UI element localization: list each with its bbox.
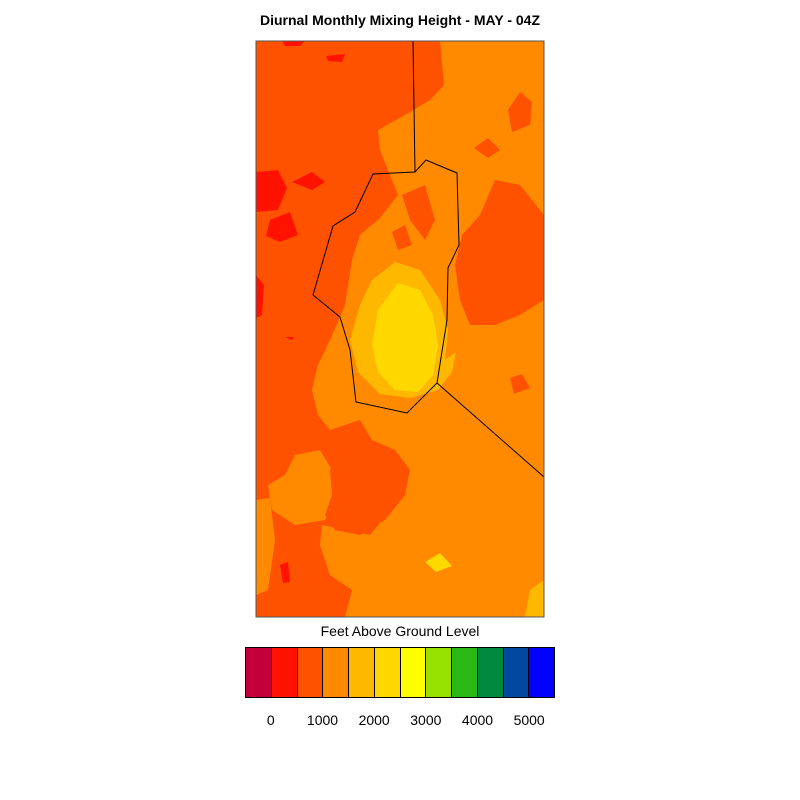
legend-swatch: [477, 648, 504, 697]
contour-fields: [256, 41, 544, 617]
legend-swatch: [400, 648, 427, 697]
contour-red-small: [285, 337, 294, 340]
contour-red-orange-ne-2: [474, 138, 500, 158]
legend-swatch: [503, 648, 530, 697]
contour-red-west-edge: [256, 275, 264, 318]
contour-red-nw-1: [256, 170, 287, 212]
chart-title: Diurnal Monthly Mixing Height - MAY - 04…: [259, 12, 540, 28]
map-frame: [255, 40, 545, 618]
legend-tick-label: 2000: [358, 712, 390, 728]
legend-swatch: [374, 648, 401, 697]
contour-red-orange-e-small: [510, 374, 530, 394]
legend-title: Feet Above Ground Level: [320, 623, 480, 639]
legend-tick-label: 4000: [461, 712, 494, 728]
legend-swatch: [349, 648, 375, 697]
boundary-southeast: [436, 382, 545, 478]
contour-red-n: [326, 54, 345, 62]
contour-red-sw: [280, 562, 290, 583]
contour-gold-core: [372, 283, 438, 392]
boundary-central-region: [312, 159, 460, 414]
contour-orange-west-1: [268, 450, 335, 525]
boundary-lines: [312, 40, 545, 478]
legend-swatch: [426, 648, 452, 697]
contour-amber-se: [525, 580, 544, 617]
contour-red-orange-south: [325, 440, 410, 535]
legend-swatch: [529, 648, 554, 697]
contour-red-orange-ne-1: [508, 92, 532, 132]
contour-red-nw-top: [282, 41, 305, 46]
legend-swatch: [297, 648, 324, 697]
contour-red-orange-inner-2: [392, 225, 412, 250]
contour-red-orange-inner-1: [402, 185, 435, 240]
legend-tick-label: 5000: [513, 712, 545, 728]
legend-tick-label: 0: [266, 712, 275, 728]
legend-swatch: [452, 648, 478, 697]
contour-red-nw-3: [292, 172, 325, 190]
color-legend: [245, 647, 555, 698]
legend-swatch: [246, 648, 272, 697]
legend-swatch: [323, 648, 349, 697]
contour-gold-south: [425, 553, 452, 572]
contour-red-orange-east: [455, 180, 544, 325]
legend-swatch: [271, 648, 298, 697]
boundary-north: [412, 40, 416, 173]
contour-red-nw-2: [266, 212, 298, 242]
contour-orange-west-2: [256, 498, 275, 595]
legend-tick-label: 3000: [410, 712, 442, 728]
legend-tick-label: 1000: [306, 712, 339, 728]
